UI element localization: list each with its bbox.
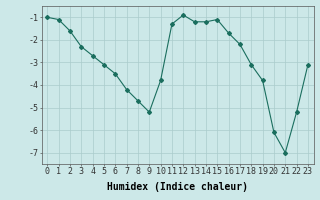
X-axis label: Humidex (Indice chaleur): Humidex (Indice chaleur) — [107, 182, 248, 192]
